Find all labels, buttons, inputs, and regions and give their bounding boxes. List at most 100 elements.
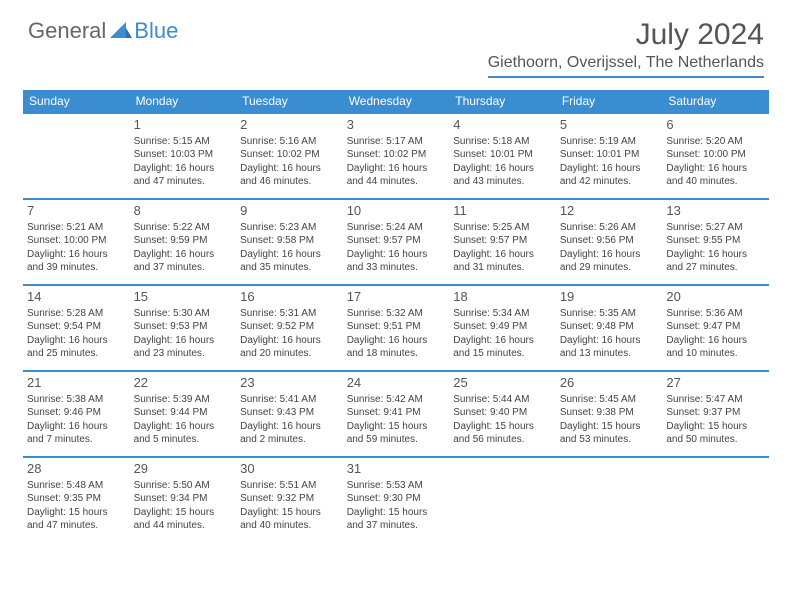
calendar-day-cell: 29Sunrise: 5:50 AMSunset: 9:34 PMDayligh… (130, 457, 237, 543)
sunset-line: Sunset: 9:44 PM (134, 406, 233, 420)
daylight-line: Daylight: 15 hours and 44 minutes. (134, 506, 233, 533)
calendar-day-cell: 28Sunrise: 5:48 AMSunset: 9:35 PMDayligh… (23, 457, 130, 543)
sunrise-line: Sunrise: 5:41 AM (240, 393, 339, 407)
logo-text-general: General (28, 18, 106, 44)
daylight-line: Daylight: 16 hours and 31 minutes. (453, 248, 552, 275)
daylight-line: Daylight: 16 hours and 35 minutes. (240, 248, 339, 275)
daylight-line: Daylight: 16 hours and 20 minutes. (240, 334, 339, 361)
calendar-day-cell: 17Sunrise: 5:32 AMSunset: 9:51 PMDayligh… (343, 285, 450, 371)
sunrise-line: Sunrise: 5:39 AM (134, 393, 233, 407)
calendar-day-cell: 6Sunrise: 5:20 AMSunset: 10:00 PMDayligh… (662, 113, 769, 199)
sunrise-line: Sunrise: 5:38 AM (27, 393, 126, 407)
day-header: Friday (556, 90, 663, 113)
day-header-row: SundayMondayTuesdayWednesdayThursdayFrid… (23, 90, 769, 113)
day-number: 13 (666, 202, 765, 220)
day-number: 23 (240, 374, 339, 392)
logo-triangle-icon (110, 18, 132, 44)
sunset-line: Sunset: 9:35 PM (27, 492, 126, 506)
day-number: 29 (134, 460, 233, 478)
sunset-line: Sunset: 9:47 PM (666, 320, 765, 334)
daylight-line: Daylight: 16 hours and 27 minutes. (666, 248, 765, 275)
daylight-line: Daylight: 16 hours and 40 minutes. (666, 162, 765, 189)
calendar-day-cell: 1Sunrise: 5:15 AMSunset: 10:03 PMDayligh… (130, 113, 237, 199)
sunset-line: Sunset: 9:54 PM (27, 320, 126, 334)
calendar-body: 1Sunrise: 5:15 AMSunset: 10:03 PMDayligh… (23, 113, 769, 543)
daylight-line: Daylight: 16 hours and 5 minutes. (134, 420, 233, 447)
calendar-week-row: 14Sunrise: 5:28 AMSunset: 9:54 PMDayligh… (23, 285, 769, 371)
calendar-day-cell: 12Sunrise: 5:26 AMSunset: 9:56 PMDayligh… (556, 199, 663, 285)
day-number: 25 (453, 374, 552, 392)
sunrise-line: Sunrise: 5:20 AM (666, 135, 765, 149)
sunrise-line: Sunrise: 5:26 AM (560, 221, 659, 235)
calendar-day-cell: 26Sunrise: 5:45 AMSunset: 9:38 PMDayligh… (556, 371, 663, 457)
sunset-line: Sunset: 10:01 PM (560, 148, 659, 162)
day-number: 15 (134, 288, 233, 306)
calendar-day-cell: 4Sunrise: 5:18 AMSunset: 10:01 PMDayligh… (449, 113, 556, 199)
day-header: Thursday (449, 90, 556, 113)
sunset-line: Sunset: 9:40 PM (453, 406, 552, 420)
daylight-line: Daylight: 15 hours and 40 minutes. (240, 506, 339, 533)
calendar-week-row: 7Sunrise: 5:21 AMSunset: 10:00 PMDayligh… (23, 199, 769, 285)
day-number: 28 (27, 460, 126, 478)
calendar-day-cell: 19Sunrise: 5:35 AMSunset: 9:48 PMDayligh… (556, 285, 663, 371)
day-header: Saturday (662, 90, 769, 113)
daylight-line: Daylight: 16 hours and 33 minutes. (347, 248, 446, 275)
calendar-day-cell (556, 457, 663, 543)
daylight-line: Daylight: 15 hours and 47 minutes. (27, 506, 126, 533)
daylight-line: Daylight: 15 hours and 59 minutes. (347, 420, 446, 447)
day-number: 20 (666, 288, 765, 306)
sunrise-line: Sunrise: 5:19 AM (560, 135, 659, 149)
calendar-week-row: 28Sunrise: 5:48 AMSunset: 9:35 PMDayligh… (23, 457, 769, 543)
calendar-day-cell: 27Sunrise: 5:47 AMSunset: 9:37 PMDayligh… (662, 371, 769, 457)
calendar-day-cell: 22Sunrise: 5:39 AMSunset: 9:44 PMDayligh… (130, 371, 237, 457)
day-number: 21 (27, 374, 126, 392)
sunset-line: Sunset: 9:41 PM (347, 406, 446, 420)
daylight-line: Daylight: 16 hours and 37 minutes. (134, 248, 233, 275)
day-number: 6 (666, 116, 765, 134)
daylight-line: Daylight: 16 hours and 2 minutes. (240, 420, 339, 447)
daylight-line: Daylight: 16 hours and 42 minutes. (560, 162, 659, 189)
sunset-line: Sunset: 9:53 PM (134, 320, 233, 334)
sunset-line: Sunset: 9:38 PM (560, 406, 659, 420)
day-number: 17 (347, 288, 446, 306)
sunrise-line: Sunrise: 5:53 AM (347, 479, 446, 493)
sunset-line: Sunset: 9:56 PM (560, 234, 659, 248)
sunrise-line: Sunrise: 5:51 AM (240, 479, 339, 493)
sunset-line: Sunset: 9:57 PM (347, 234, 446, 248)
sunset-line: Sunset: 10:03 PM (134, 148, 233, 162)
daylight-line: Daylight: 16 hours and 29 minutes. (560, 248, 659, 275)
location-subtitle: Giethoorn, Overijssel, The Netherlands (488, 54, 764, 78)
sunset-line: Sunset: 10:01 PM (453, 148, 552, 162)
day-number: 22 (134, 374, 233, 392)
day-number: 4 (453, 116, 552, 134)
calendar-day-cell: 5Sunrise: 5:19 AMSunset: 10:01 PMDayligh… (556, 113, 663, 199)
calendar-day-cell: 23Sunrise: 5:41 AMSunset: 9:43 PMDayligh… (236, 371, 343, 457)
day-header: Tuesday (236, 90, 343, 113)
calendar-day-cell: 25Sunrise: 5:44 AMSunset: 9:40 PMDayligh… (449, 371, 556, 457)
sunset-line: Sunset: 9:48 PM (560, 320, 659, 334)
day-number: 18 (453, 288, 552, 306)
calendar-day-cell: 9Sunrise: 5:23 AMSunset: 9:58 PMDaylight… (236, 199, 343, 285)
sunset-line: Sunset: 10:00 PM (666, 148, 765, 162)
daylight-line: Daylight: 16 hours and 18 minutes. (347, 334, 446, 361)
calendar-day-cell: 16Sunrise: 5:31 AMSunset: 9:52 PMDayligh… (236, 285, 343, 371)
day-number: 12 (560, 202, 659, 220)
day-number: 7 (27, 202, 126, 220)
day-number: 3 (347, 116, 446, 134)
calendar-day-cell (662, 457, 769, 543)
logo: General Blue (28, 18, 178, 44)
sunrise-line: Sunrise: 5:36 AM (666, 307, 765, 321)
sunset-line: Sunset: 9:49 PM (453, 320, 552, 334)
sunset-line: Sunset: 9:43 PM (240, 406, 339, 420)
calendar-day-cell: 21Sunrise: 5:38 AMSunset: 9:46 PMDayligh… (23, 371, 130, 457)
daylight-line: Daylight: 16 hours and 39 minutes. (27, 248, 126, 275)
daylight-line: Daylight: 16 hours and 15 minutes. (453, 334, 552, 361)
sunset-line: Sunset: 10:00 PM (27, 234, 126, 248)
calendar-table: SundayMondayTuesdayWednesdayThursdayFrid… (23, 90, 769, 543)
day-header: Wednesday (343, 90, 450, 113)
sunrise-line: Sunrise: 5:25 AM (453, 221, 552, 235)
sunrise-line: Sunrise: 5:18 AM (453, 135, 552, 149)
calendar-day-cell: 13Sunrise: 5:27 AMSunset: 9:55 PMDayligh… (662, 199, 769, 285)
sunrise-line: Sunrise: 5:50 AM (134, 479, 233, 493)
logo-text-blue: Blue (134, 18, 178, 44)
